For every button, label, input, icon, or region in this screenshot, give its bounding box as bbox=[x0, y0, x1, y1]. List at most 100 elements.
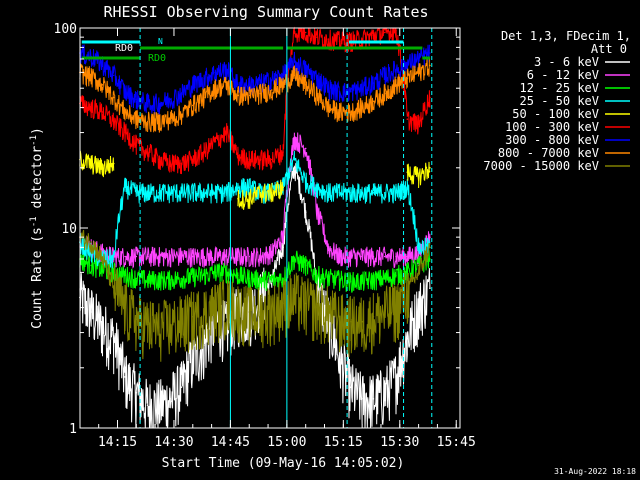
annotation-rd0-upper: RD0 bbox=[115, 43, 133, 54]
data-point bbox=[395, 376, 397, 378]
data-point bbox=[429, 287, 431, 290]
data-point bbox=[135, 255, 138, 258]
data-point bbox=[248, 311, 250, 313]
data-point bbox=[417, 246, 420, 249]
data-point bbox=[350, 280, 352, 283]
x-tick-label: 14:15 bbox=[98, 435, 137, 450]
data-point bbox=[361, 255, 363, 258]
data-point bbox=[124, 131, 126, 134]
x-tick-label: 15:30 bbox=[380, 435, 419, 450]
attenuator-markers bbox=[81, 28, 433, 428]
data-point bbox=[192, 255, 194, 258]
series-line bbox=[79, 132, 431, 269]
data-point bbox=[429, 167, 431, 169]
data-point bbox=[112, 258, 115, 260]
data-point bbox=[271, 279, 273, 281]
data-point bbox=[304, 181, 307, 183]
data-point bbox=[214, 71, 217, 74]
data-point bbox=[135, 318, 138, 321]
data-point bbox=[395, 192, 397, 194]
data-point bbox=[395, 84, 397, 86]
data-point bbox=[282, 246, 284, 249]
data-point bbox=[316, 94, 318, 97]
data-point bbox=[237, 306, 239, 309]
data-point bbox=[214, 255, 217, 258]
data-point bbox=[203, 344, 205, 346]
data-point bbox=[101, 258, 104, 260]
data-point bbox=[124, 111, 126, 113]
data-point bbox=[429, 246, 431, 249]
data-point bbox=[350, 320, 352, 323]
data-point bbox=[406, 63, 409, 65]
data-point bbox=[237, 274, 239, 277]
data-point bbox=[124, 274, 126, 277]
data-point bbox=[146, 404, 149, 407]
data-point bbox=[192, 276, 194, 278]
data-point bbox=[316, 186, 318, 188]
annotations: RD0 RD0 N bbox=[115, 37, 166, 64]
data-point bbox=[192, 315, 194, 318]
x-tick-label: 15:00 bbox=[267, 435, 306, 450]
data-point bbox=[304, 211, 307, 213]
y-axis-label-tail: detector bbox=[30, 146, 45, 217]
data-point bbox=[101, 268, 104, 271]
axes-layer: 14:15 14:30 14:45 15:00 15:15 15:30 15:45 1 10 10… bbox=[54, 22, 476, 450]
data-point bbox=[180, 162, 183, 165]
data-point bbox=[271, 309, 273, 311]
data-point bbox=[350, 91, 352, 93]
data-point bbox=[271, 158, 273, 161]
data-point bbox=[271, 192, 273, 194]
data-point bbox=[327, 87, 330, 89]
data-point bbox=[146, 192, 149, 194]
series-line bbox=[79, 163, 431, 429]
data-point bbox=[395, 306, 397, 309]
series-line bbox=[79, 150, 431, 269]
data-point bbox=[304, 84, 307, 86]
data-point bbox=[146, 151, 149, 153]
data-point bbox=[124, 91, 126, 93]
data-point bbox=[293, 60, 296, 63]
data-point bbox=[429, 236, 431, 238]
data-point bbox=[338, 318, 341, 321]
data-point bbox=[237, 198, 239, 200]
data-point bbox=[180, 277, 183, 280]
data-point bbox=[90, 76, 92, 78]
data-point bbox=[203, 255, 205, 258]
data-point bbox=[316, 211, 318, 213]
data-point bbox=[90, 241, 92, 243]
data-point bbox=[372, 315, 375, 318]
data-point bbox=[271, 252, 273, 254]
data-point bbox=[169, 398, 171, 400]
data-point bbox=[225, 192, 228, 194]
data-point bbox=[395, 68, 397, 71]
data-point bbox=[90, 264, 92, 267]
data-point bbox=[259, 82, 262, 84]
y-axis-label-exp1: -1 bbox=[29, 216, 39, 227]
legend-label: 800 - 7000 keV bbox=[498, 146, 599, 160]
data-point bbox=[361, 106, 363, 109]
data-point bbox=[158, 326, 160, 328]
data-point bbox=[361, 192, 363, 194]
data-point bbox=[338, 40, 341, 42]
data-point bbox=[225, 255, 228, 258]
data-point bbox=[350, 255, 352, 258]
data-point bbox=[259, 311, 262, 313]
data-point bbox=[383, 74, 386, 77]
data-point bbox=[180, 320, 183, 323]
annotation-rd0-lower: RD0 bbox=[148, 53, 166, 64]
series-8 bbox=[79, 57, 431, 133]
x-tick-label: 15:15 bbox=[324, 435, 363, 450]
data-point bbox=[203, 274, 205, 277]
data-point bbox=[406, 77, 409, 80]
data-point bbox=[406, 337, 409, 340]
data-point bbox=[146, 120, 149, 123]
data-point bbox=[101, 326, 104, 328]
data-point bbox=[406, 271, 409, 274]
data-point bbox=[282, 277, 284, 280]
data-point bbox=[90, 162, 92, 165]
data-point bbox=[316, 306, 318, 309]
data-point bbox=[271, 89, 273, 91]
data-point bbox=[214, 271, 217, 274]
data-point bbox=[429, 258, 431, 260]
